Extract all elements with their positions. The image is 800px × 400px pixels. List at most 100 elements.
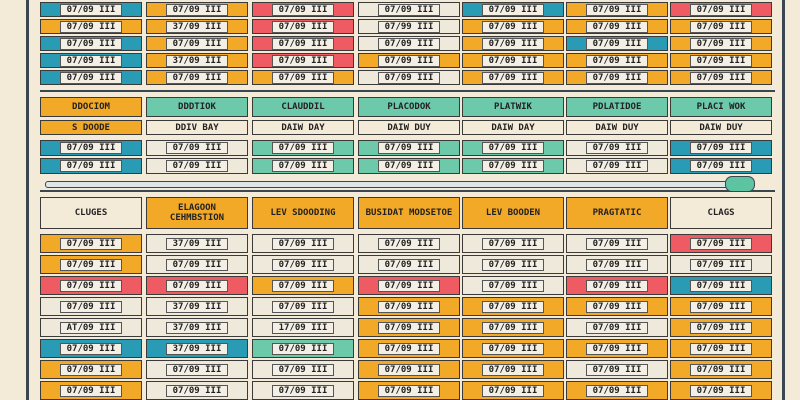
cell: 07/09 III (252, 255, 354, 274)
cell: 07/09 III (40, 339, 142, 358)
cell: 07/09 III (40, 297, 142, 316)
cell-text: PDLATIDOE (592, 102, 642, 112)
cell-text: 07/09 III (377, 37, 441, 50)
cell-text: 07/09 III (377, 384, 441, 397)
cell-text: PLACODOK (387, 102, 431, 112)
cell: 07/09 III (146, 381, 248, 400)
cell: 07/09 III (566, 318, 668, 337)
cell-text: 07/09 III (271, 279, 335, 292)
cell-text: 07/09 III (689, 142, 753, 154)
cell: 07/09 III (670, 158, 772, 174)
cell-text: 07/09 III (481, 71, 545, 84)
divider (40, 90, 775, 92)
cell-text: 07/09 III (59, 237, 123, 250)
scrollbar-thumb[interactable] (725, 176, 755, 192)
cell: 07/09 III (40, 255, 142, 274)
cell: 07/09 III (146, 70, 248, 85)
cell-text: DDIV BAY (175, 122, 219, 133)
cell: 07/09 III (566, 339, 668, 358)
cell-text: 07/09 III (481, 20, 545, 33)
cell: 07/09 III (462, 140, 564, 156)
cell-text: 07/09 III (59, 258, 123, 271)
cell: 37/09 III (146, 318, 248, 337)
cell: 07/09 III (40, 234, 142, 253)
cell: 07/09 III (670, 318, 772, 337)
cell: 07/09 III (670, 140, 772, 156)
cell: 07/09 III (358, 360, 460, 379)
cell-text: 07/09 III (585, 142, 649, 154)
cell-text: 07/09 III (481, 384, 545, 397)
header-cell: ELAGOON CEHMBSTION (146, 197, 248, 229)
cell: 07/09 III (462, 2, 564, 17)
cell-text: 07/09 III (585, 37, 649, 50)
cell: 07/09 III (40, 53, 142, 68)
cell-text: 07/09 III (481, 363, 545, 376)
cell-text: 37/09 III (165, 321, 229, 334)
cell: 07/09 III (358, 255, 460, 274)
scrollbar-track (45, 181, 737, 188)
cell-text: BUSIDAT MODSETOE (365, 208, 453, 218)
subheader-cell: DDIV BAY (146, 120, 248, 135)
cell-text: 07/09 III (165, 3, 229, 16)
cell-text: 07/09 III (165, 142, 229, 154)
cell: 07/09 III (462, 234, 564, 253)
cell-text: 07/09 III (271, 342, 335, 355)
cell-text: 07/09 III (481, 258, 545, 271)
cell: 07/09 III (670, 360, 772, 379)
cell: 07/09 III (40, 2, 142, 17)
cell: 07/09 III (670, 36, 772, 51)
cell-text: 07/09 III (377, 54, 441, 67)
cell: 07/09 III (146, 158, 248, 174)
cell-text: 07/09 III (377, 160, 441, 172)
cell: 07/09 III (358, 339, 460, 358)
cell: 07/09 III (670, 276, 772, 295)
cell-text: 07/09 III (377, 300, 441, 313)
cell: 07/09 III (358, 2, 460, 17)
cell-text: 07/09 III (689, 279, 753, 292)
header-cell: PLACODOK (358, 97, 460, 117)
cell: 07/09 III (252, 276, 354, 295)
cell: 07/09 III (670, 53, 772, 68)
cell-text: 17/09 III (271, 321, 335, 334)
cell: 07/09 III (462, 158, 564, 174)
cell: 07/09 III (566, 2, 668, 17)
cell-text: DAIW DAY (491, 122, 535, 133)
cell-text: 07/09 III (271, 258, 335, 271)
cell: 07/09 III (358, 53, 460, 68)
cell-text: 07/09 III (585, 300, 649, 313)
cell-text: 07/09 III (481, 300, 545, 313)
cell: 07/09 III (670, 339, 772, 358)
cell-text: 07/09 III (689, 37, 753, 50)
cell-text: 07/09 III (689, 71, 753, 84)
cell-text: 37/09 III (165, 342, 229, 355)
cell-text: 07/09 III (59, 20, 123, 33)
cell: 37/09 III (146, 339, 248, 358)
cell: 07/09 III (146, 140, 248, 156)
cell: 07/09 III (566, 36, 668, 51)
cell-text: CLUGES (74, 208, 108, 218)
cell: 07/09 III (40, 70, 142, 85)
header-cell: PLATWIK (462, 97, 564, 117)
cell: 07/09 III (252, 70, 354, 85)
cell: 07/09 III (670, 255, 772, 274)
cell-text: 07/09 III (271, 142, 335, 154)
cell-text: 07/09 III (585, 71, 649, 84)
cell-text: 37/09 III (165, 20, 229, 33)
cell-text: AT/09 III (59, 321, 123, 334)
cell: 07/09 III (40, 381, 142, 400)
cell-text: 07/09 III (377, 279, 441, 292)
cell-text: 07/09 III (585, 342, 649, 355)
frame-right (782, 0, 785, 400)
cell-text: 07/09 III (271, 160, 335, 172)
cell-text: DDDTIOK (178, 102, 216, 112)
cell: 07/09 III (40, 276, 142, 295)
subheader-cell: DAIW DAY (462, 120, 564, 135)
cell: 07/09 III (566, 158, 668, 174)
cell-text: 07/09 III (689, 237, 753, 250)
cell: 07/99 III (358, 19, 460, 34)
cell-text: 07/09 III (377, 342, 441, 355)
cell-text: 07/09 III (165, 258, 229, 271)
cell-text: 07/09 III (271, 300, 335, 313)
header-cell: LEV BOODEN (462, 197, 564, 229)
cell-text: 07/09 III (271, 54, 335, 67)
